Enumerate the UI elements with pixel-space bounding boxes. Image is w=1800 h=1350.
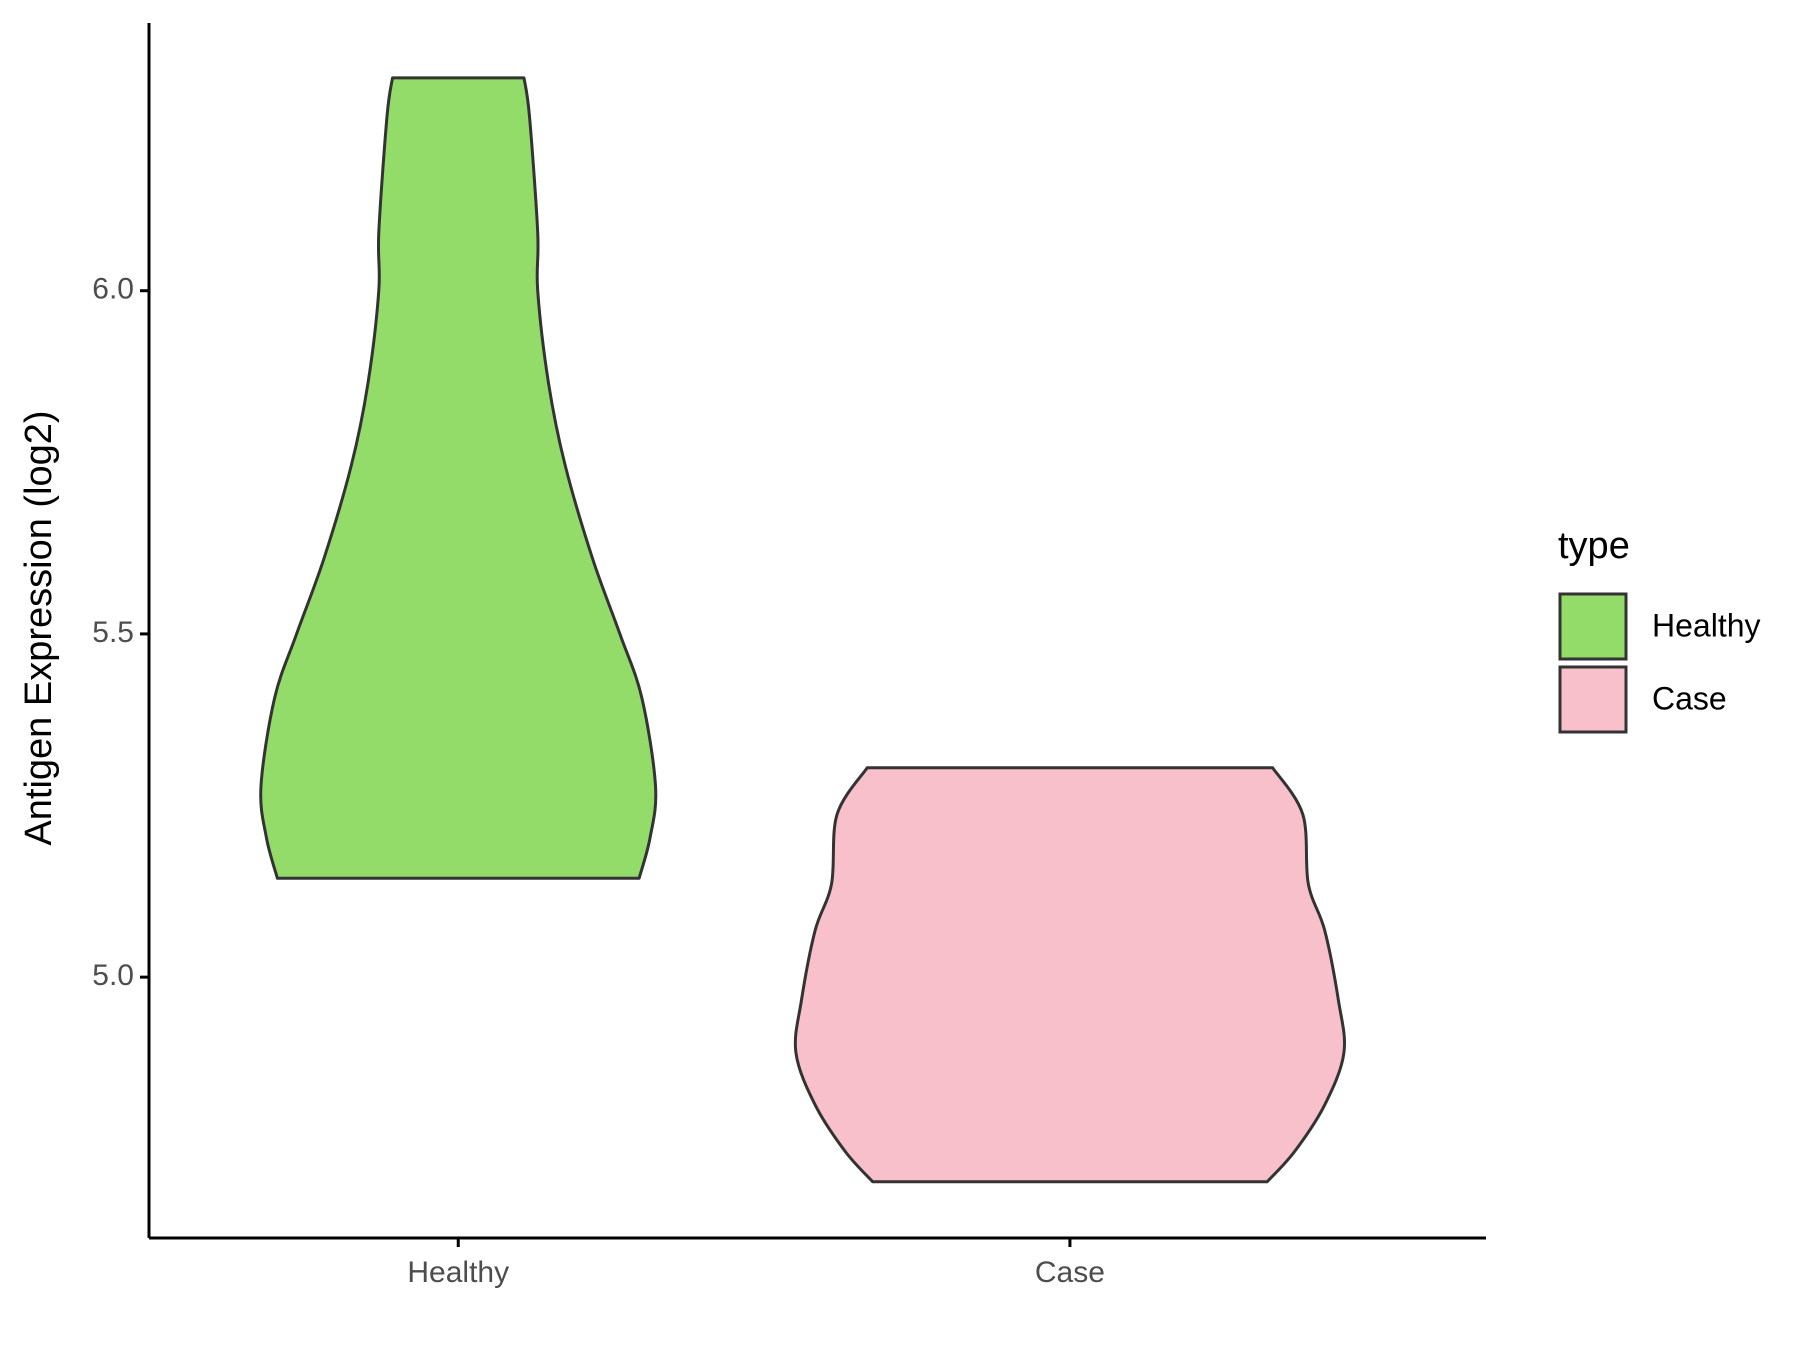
- legend-key: [1558, 665, 1628, 734]
- violin: [793, 766, 1346, 1184]
- y-tick-label: 5.0: [92, 959, 134, 992]
- legend-title: type: [1558, 525, 1630, 567]
- x-tick-label: Healthy: [407, 1256, 509, 1289]
- y-tick-label: 6.0: [92, 273, 134, 306]
- legend-label: Case: [1652, 680, 1727, 716]
- legend-label: Healthy: [1652, 607, 1761, 643]
- legend-key: [1558, 592, 1628, 661]
- y-tick-label: 5.5: [92, 616, 134, 649]
- x-tick-label: Case: [1035, 1256, 1105, 1289]
- y-axis-title: Antigen Expression (log2): [18, 410, 60, 845]
- violin: [259, 76, 658, 880]
